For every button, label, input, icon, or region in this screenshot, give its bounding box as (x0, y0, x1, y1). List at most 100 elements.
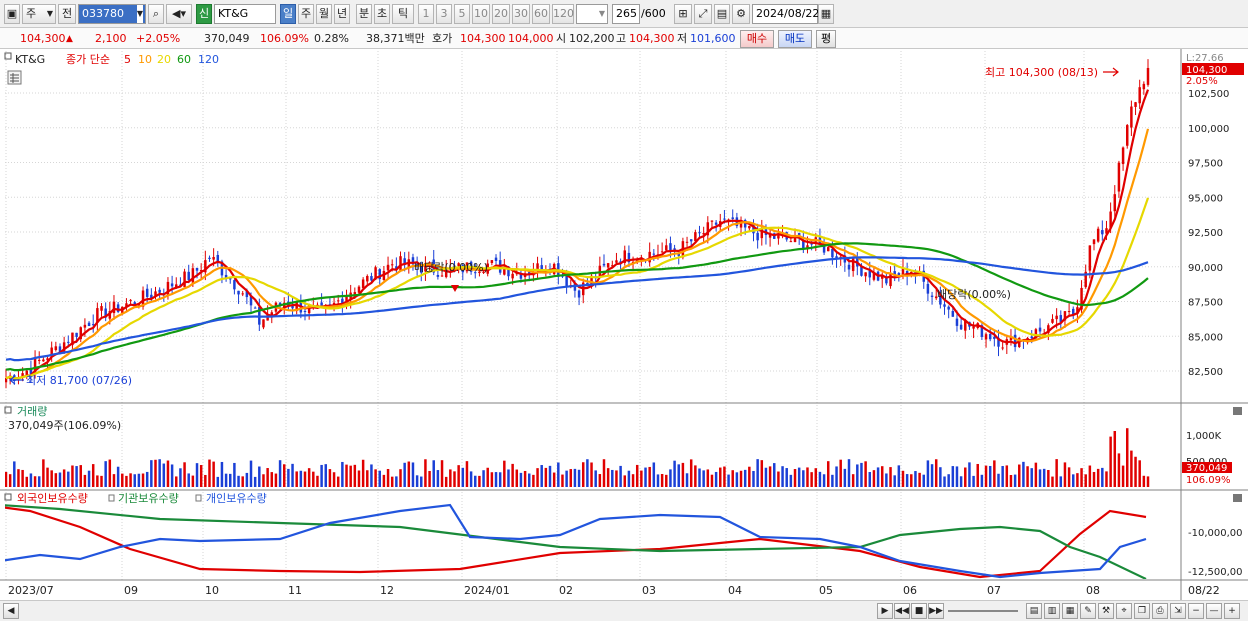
volume-bar (436, 470, 440, 487)
candle-body (739, 220, 743, 228)
minute-option-60[interactable]: 60 (532, 4, 550, 24)
tab-period-month[interactable]: 월 (316, 4, 332, 24)
trade-amount: 38,371백만 (366, 32, 425, 45)
gear-icon[interactable]: ⚙ (732, 4, 750, 24)
volume-bar (440, 460, 444, 487)
tools-icon[interactable]: ⚒ (1098, 603, 1114, 619)
candle-body (116, 304, 120, 312)
holding-legend-foreign: 외국인보유수량 (17, 492, 88, 505)
candle-body (1059, 315, 1063, 323)
scroll-right-icon[interactable]: ▶ (877, 603, 893, 619)
candle-body (943, 304, 946, 307)
zoom-minus-icon[interactable]: — (1206, 603, 1222, 619)
draw-tool-icon[interactable]: ⤢ (694, 4, 712, 24)
prev-button[interactable]: 전 (58, 4, 76, 24)
layout-icon[interactable]: ▤ (1026, 603, 1042, 619)
minute-option-5[interactable]: 5 (454, 4, 470, 24)
candle-body (847, 264, 851, 270)
zoom-in-icon[interactable]: + (1224, 603, 1240, 619)
split-icon[interactable]: ▥ (1044, 603, 1060, 619)
volume-bar (540, 465, 543, 487)
tab-period-second[interactable]: 초 (374, 4, 390, 24)
volume-bar (644, 467, 647, 487)
x-axis-label: 2023/07 (8, 584, 54, 597)
holding-legend-individual: 개인보유수량 (206, 492, 267, 505)
minute-option-30[interactable]: 30 (512, 4, 530, 24)
zoom-out-icon[interactable]: − (1188, 603, 1204, 619)
minute-option-120[interactable]: 120 (552, 4, 574, 24)
period-unit-select[interactable]: 주 ▼ (22, 4, 56, 24)
export-icon[interactable]: ⇲ (1170, 603, 1186, 619)
candle-body (216, 254, 220, 264)
draw-icon[interactable]: ✎ (1080, 603, 1096, 619)
volume-bar (669, 469, 672, 487)
minute-option-3[interactable]: 3 (436, 4, 452, 24)
panel-close-icon[interactable] (1233, 407, 1242, 415)
volume-bar (515, 469, 519, 487)
tab-period-year[interactable]: 년 (334, 4, 350, 24)
volume-bar (1026, 466, 1029, 487)
volume-bar (1084, 474, 1087, 487)
rewind-icon[interactable]: ◀◀ (894, 603, 910, 619)
volume-bar (685, 473, 689, 487)
credit-badge[interactable]: 신 (196, 4, 212, 24)
date-input[interactable]: 2024/08/22 (752, 4, 819, 24)
x-axis-label: 10 (205, 584, 219, 597)
volume-bar (627, 470, 631, 487)
stock-code-input[interactable]: 033780 ▼ (78, 4, 146, 24)
legend-box-icon (108, 494, 115, 502)
candle-body (21, 373, 24, 378)
tab-period-minute[interactable]: 분 (356, 4, 372, 24)
search-icon[interactable]: ⌕ (148, 4, 164, 24)
window-menu-icon[interactable]: ▣ (4, 4, 20, 24)
calendar-icon[interactable]: ▦ (818, 4, 834, 24)
stop-icon[interactable]: ■ (911, 603, 927, 619)
volume-bar (731, 470, 734, 487)
candle-body (577, 290, 581, 298)
legend-box-icon[interactable] (4, 52, 12, 60)
stock-chart[interactable]: KT&G 종가 단순 5 10 20 60 120 102,500 100,000… (0, 49, 1248, 600)
volume-bar (453, 471, 456, 487)
candle-body (947, 306, 950, 310)
candle-body (984, 334, 988, 340)
legend-box-icon[interactable] (4, 406, 12, 414)
stock-name-field[interactable]: KT&G (214, 4, 276, 24)
fast-forward-icon[interactable]: ▶▶ (928, 603, 944, 619)
print-icon[interactable]: ⎙ (1152, 603, 1168, 619)
legend-box-icon[interactable] (4, 493, 12, 501)
volume-bar (183, 462, 186, 487)
save-icon[interactable]: ▤ (714, 4, 730, 24)
buy-button[interactable]: 매수 (740, 30, 774, 48)
chart-scrollbar[interactable]: ◀ ▶ ◀◀ ■ ▶▶ ▤ ▥ ▦ ✎ ⚒ ⌖ ❐ ⎙ ⇲ − — + (0, 600, 1248, 621)
tab-period-tick[interactable]: 틱 (392, 4, 414, 24)
tab-period-day[interactable]: 일 (280, 4, 296, 24)
panel-close-icon[interactable] (1233, 494, 1242, 502)
volume-bar (777, 471, 780, 487)
minute-option-1[interactable]: 1 (418, 4, 434, 24)
candle-body (208, 257, 211, 259)
average-button[interactable]: 평 (816, 30, 836, 48)
volume-bar (818, 471, 822, 487)
minute-option-10[interactable]: 10 (472, 4, 490, 24)
data-count-input[interactable]: 265 (612, 4, 640, 24)
sell-button[interactable]: 매도 (778, 30, 812, 48)
grid-icon[interactable]: ▦ (1062, 603, 1078, 619)
volume-bar (860, 462, 863, 487)
minute-option-20[interactable]: 20 (492, 4, 510, 24)
scroll-left-icon[interactable]: ◀ (3, 603, 19, 619)
volume-bar (1142, 475, 1146, 487)
tab-period-week[interactable]: 주 (298, 4, 314, 24)
pin-icon[interactable]: ⌖ (1116, 603, 1132, 619)
volume-bar (13, 461, 16, 487)
volume-bar (403, 462, 406, 487)
crosshair-icon[interactable]: ⊞ (674, 4, 692, 24)
candle-body (1001, 347, 1004, 349)
custom-period-select[interactable]: ▼ (576, 4, 608, 24)
copy-icon[interactable]: ❐ (1134, 603, 1150, 619)
x-axis: 2023/07 09 10 11 12 2024/01 02 03 04 05 06 07 08 (8, 584, 1100, 597)
zoom-slider[interactable] (948, 610, 1018, 612)
volume-bar (660, 473, 664, 487)
candle-body (440, 275, 444, 277)
speaker-icon[interactable]: ◀▾ (166, 4, 192, 24)
candle-body (756, 232, 759, 241)
